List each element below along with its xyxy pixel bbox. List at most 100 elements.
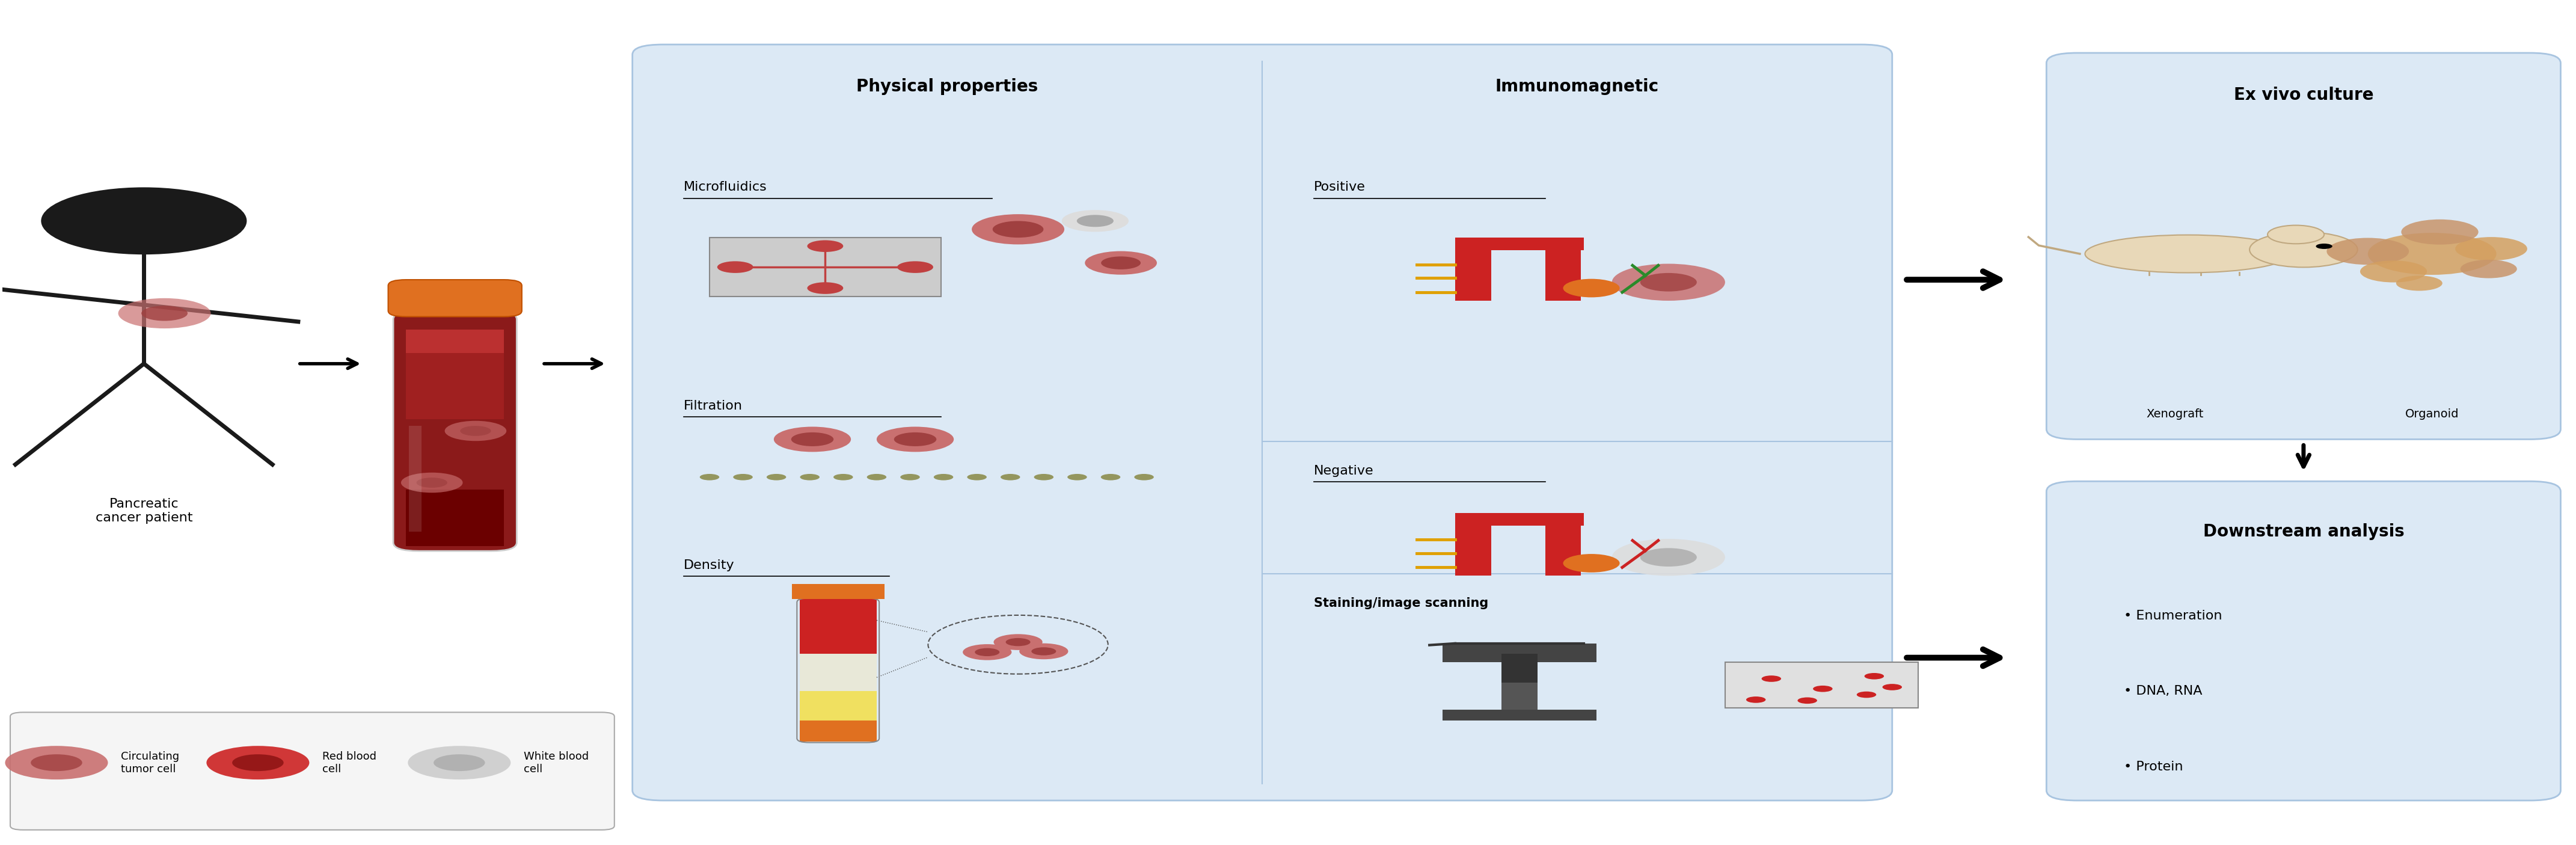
Circle shape bbox=[31, 755, 82, 771]
Bar bbox=[708, 237, 940, 297]
Circle shape bbox=[1133, 474, 1154, 480]
Circle shape bbox=[734, 474, 752, 480]
Circle shape bbox=[974, 648, 999, 657]
Circle shape bbox=[2455, 237, 2527, 260]
Circle shape bbox=[2326, 238, 2409, 264]
Circle shape bbox=[701, 474, 719, 480]
Circle shape bbox=[2460, 259, 2517, 278]
Circle shape bbox=[1857, 691, 1875, 698]
Bar bbox=[1726, 662, 1919, 708]
Bar bbox=[407, 419, 505, 490]
Circle shape bbox=[963, 644, 1012, 660]
Circle shape bbox=[894, 433, 938, 446]
Circle shape bbox=[1613, 539, 1726, 575]
Circle shape bbox=[1865, 673, 1883, 679]
Text: Filtration: Filtration bbox=[683, 400, 742, 412]
Text: • DNA, RNA: • DNA, RNA bbox=[2123, 685, 2202, 697]
Circle shape bbox=[806, 240, 842, 252]
Bar bbox=[1443, 643, 1597, 662]
Circle shape bbox=[933, 474, 953, 480]
Circle shape bbox=[2267, 226, 2324, 243]
Circle shape bbox=[1747, 696, 1765, 703]
Bar bbox=[799, 721, 876, 742]
Bar bbox=[407, 488, 505, 546]
Bar bbox=[410, 426, 422, 532]
Text: Organoid: Organoid bbox=[2406, 408, 2460, 420]
Bar bbox=[791, 584, 884, 599]
Bar bbox=[1443, 710, 1597, 721]
Bar bbox=[407, 353, 505, 419]
Circle shape bbox=[1020, 643, 1069, 659]
Bar bbox=[1546, 250, 1582, 301]
Text: Staining/image scanning: Staining/image scanning bbox=[1314, 597, 1489, 609]
FancyBboxPatch shape bbox=[389, 280, 523, 317]
Circle shape bbox=[791, 433, 835, 446]
Circle shape bbox=[407, 746, 510, 779]
Circle shape bbox=[999, 474, 1020, 480]
Text: Ex vivo culture: Ex vivo culture bbox=[2233, 86, 2372, 103]
Text: Physical properties: Physical properties bbox=[855, 78, 1038, 95]
Circle shape bbox=[5, 746, 108, 779]
Text: Downstream analysis: Downstream analysis bbox=[2202, 523, 2403, 540]
Text: Pancreatic
cancer patient: Pancreatic cancer patient bbox=[95, 498, 193, 524]
Text: Density: Density bbox=[683, 559, 734, 571]
Circle shape bbox=[806, 282, 842, 294]
Circle shape bbox=[992, 221, 1043, 237]
Text: Immunomagnetic: Immunomagnetic bbox=[1497, 78, 1659, 95]
Text: • Enumeration: • Enumeration bbox=[2123, 610, 2223, 622]
Circle shape bbox=[2401, 220, 2478, 244]
Circle shape bbox=[994, 634, 1043, 650]
Circle shape bbox=[1100, 474, 1121, 480]
Bar bbox=[799, 599, 876, 653]
Circle shape bbox=[461, 426, 492, 436]
Circle shape bbox=[971, 214, 1064, 244]
Circle shape bbox=[868, 474, 886, 480]
Circle shape bbox=[433, 755, 484, 771]
Bar bbox=[1546, 526, 1582, 575]
Text: Circulating
tumor cell: Circulating tumor cell bbox=[121, 751, 180, 774]
Circle shape bbox=[417, 477, 448, 488]
Circle shape bbox=[2396, 275, 2442, 291]
Circle shape bbox=[1613, 264, 1726, 301]
Circle shape bbox=[1033, 474, 1054, 480]
Circle shape bbox=[1061, 210, 1128, 232]
Circle shape bbox=[1798, 697, 1816, 704]
Circle shape bbox=[446, 421, 507, 441]
FancyBboxPatch shape bbox=[394, 311, 518, 551]
Circle shape bbox=[716, 261, 752, 273]
Circle shape bbox=[899, 474, 920, 480]
Text: Microfluidics: Microfluidics bbox=[683, 182, 768, 194]
Text: • Protein: • Protein bbox=[2123, 760, 2182, 773]
Circle shape bbox=[1077, 215, 1113, 227]
Text: White blood
cell: White blood cell bbox=[523, 751, 587, 774]
Ellipse shape bbox=[2084, 235, 2290, 273]
Circle shape bbox=[1814, 685, 1832, 692]
Circle shape bbox=[232, 755, 283, 771]
Text: Red blood
cell: Red blood cell bbox=[322, 751, 376, 774]
Circle shape bbox=[2367, 233, 2496, 275]
Circle shape bbox=[118, 298, 211, 329]
Circle shape bbox=[1762, 675, 1780, 682]
FancyBboxPatch shape bbox=[2045, 53, 2561, 439]
Circle shape bbox=[206, 746, 309, 779]
Circle shape bbox=[876, 427, 953, 452]
Circle shape bbox=[1084, 251, 1157, 275]
Circle shape bbox=[773, 427, 850, 452]
Circle shape bbox=[1030, 647, 1056, 656]
Circle shape bbox=[1005, 638, 1030, 646]
FancyBboxPatch shape bbox=[2045, 482, 2561, 800]
Circle shape bbox=[896, 261, 933, 273]
Circle shape bbox=[41, 188, 247, 254]
FancyBboxPatch shape bbox=[10, 712, 616, 830]
Bar bbox=[1455, 526, 1492, 575]
Circle shape bbox=[2360, 260, 2427, 282]
Bar bbox=[1502, 653, 1538, 683]
Circle shape bbox=[1883, 684, 1901, 690]
Bar bbox=[1502, 651, 1538, 710]
Circle shape bbox=[142, 306, 188, 321]
Circle shape bbox=[1564, 554, 1620, 572]
Text: Negative: Negative bbox=[1314, 465, 1373, 477]
Circle shape bbox=[801, 474, 819, 480]
Circle shape bbox=[835, 474, 853, 480]
Circle shape bbox=[2249, 232, 2357, 267]
